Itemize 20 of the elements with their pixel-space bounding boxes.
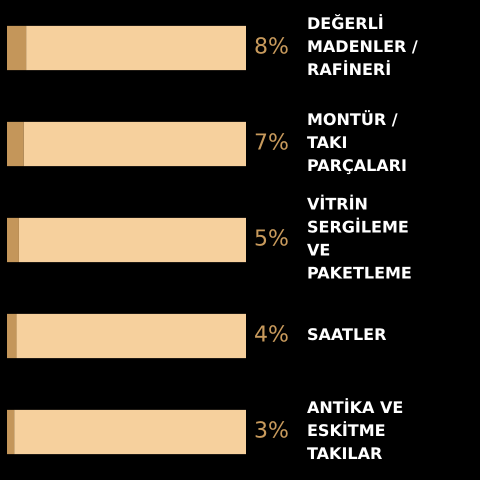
bar bbox=[14, 410, 246, 454]
data-label: 8% bbox=[254, 34, 289, 60]
bar bbox=[7, 218, 19, 262]
y-tick-label: DEĞERLİ MADENLER / RAFİNERİ bbox=[307, 14, 418, 80]
y-tick-label: MONTÜR / TAKI PARÇALARI bbox=[307, 110, 407, 176]
y-tick-label: ANTİKA VE ESKİTME TAKILAR bbox=[307, 398, 404, 464]
data-label: 5% bbox=[254, 226, 289, 252]
bar bbox=[18, 218, 246, 262]
bar bbox=[7, 26, 26, 70]
bar bbox=[16, 314, 246, 358]
bar bbox=[7, 314, 17, 358]
data-label: 3% bbox=[254, 418, 289, 444]
bar bbox=[7, 410, 14, 454]
data-label: 7% bbox=[254, 130, 289, 156]
y-tick-label: SAATLER bbox=[307, 325, 386, 344]
y-tick-label: VİTRİN SERGİLEME VE PAKETLEME bbox=[307, 194, 412, 283]
data-label: 4% bbox=[254, 322, 289, 348]
bar bbox=[24, 122, 246, 166]
bar bbox=[7, 122, 24, 166]
bar bbox=[26, 26, 246, 70]
